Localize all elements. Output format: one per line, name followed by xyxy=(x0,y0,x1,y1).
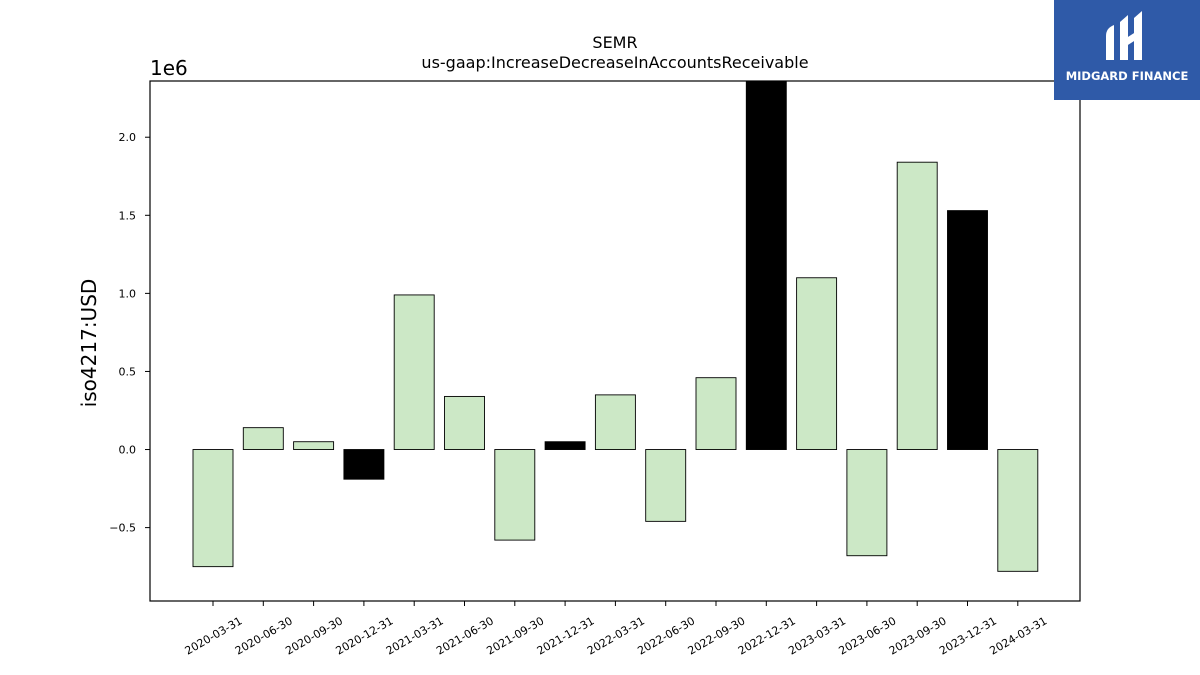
bar-2021-09-30 xyxy=(494,449,536,541)
bar-2021-06-30 xyxy=(444,395,485,450)
logo-mark-icon: MIDGARD FINANCE xyxy=(1066,11,1189,83)
bar-2021-03-31 xyxy=(393,294,435,450)
bar-2020-12-31 xyxy=(343,449,385,480)
plot-frame xyxy=(149,80,1081,602)
brand-logo: MIDGARD FINANCE xyxy=(1054,0,1200,100)
bar-2023-06-30 xyxy=(846,449,888,557)
x-ticks-group: 2020-03-312020-06-302020-09-302020-12-31… xyxy=(183,601,1049,658)
x-tick-label: 2024-03-31 xyxy=(987,614,1049,657)
y-tick-label: 0.0 xyxy=(119,444,137,457)
y-axis-offset-label: 1e6 xyxy=(150,56,188,80)
bar-2022-12-31 xyxy=(745,80,787,450)
logo-text: MIDGARD FINANCE xyxy=(1066,69,1189,83)
y-ticks-group: −0.5 0.0 0.5 1.0 1.5 2.0 xyxy=(109,131,150,535)
y-tick-label: 1.0 xyxy=(119,287,137,300)
bar-2022-06-30 xyxy=(645,449,687,522)
y-tick-label: 2.0 xyxy=(119,131,137,144)
bar-2020-09-30 xyxy=(293,441,335,450)
bar-2023-09-30 xyxy=(896,161,938,450)
chart-title: SEMR xyxy=(592,33,637,52)
bar-2020-03-31 xyxy=(192,449,234,568)
bar-2024-03-31 xyxy=(997,449,1039,572)
bar-2020-06-30 xyxy=(242,427,284,450)
bar-2022-03-31 xyxy=(594,394,636,450)
y-tick-label: 0.5 xyxy=(119,365,137,378)
bar-2022-09-30 xyxy=(695,377,737,450)
y-axis-label: iso4217:USD xyxy=(77,279,101,408)
y-tick-label: 1.5 xyxy=(119,209,137,222)
y-tick-label: −0.5 xyxy=(109,522,136,535)
bars-group xyxy=(192,80,1039,572)
bar-2023-12-31 xyxy=(947,210,988,450)
bar-2021-12-31 xyxy=(544,441,586,450)
bar-2023-03-31 xyxy=(796,277,838,450)
chart-subtitle: us-gaap:IncreaseDecreaseInAccountsReceiv… xyxy=(421,53,808,72)
